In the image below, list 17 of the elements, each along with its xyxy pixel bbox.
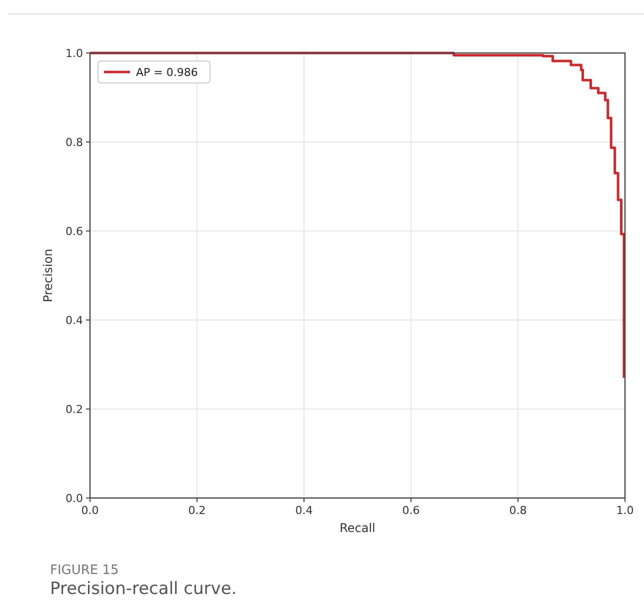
y-tick-label: 0.8 [66,136,83,149]
y-tick-label: 0.4 [66,314,83,327]
text: Precision-recall curve. [50,579,237,599]
y-tick-label: 1.0 [66,47,83,60]
x-tick-label: 0.4 [295,504,313,517]
x-axis-title: Recall [340,521,376,535]
y-axis-title: Precision [41,248,55,302]
x-tick-label: 0.0 [81,504,99,517]
legend-label: AP = 0.986 [136,66,198,79]
y-tick-label: 0.0 [66,492,83,505]
caption: FIGURE 15 [50,563,119,578]
y-tick-label: 0.2 [66,403,83,416]
y-tick-label: 0.6 [66,225,83,238]
x-tick-label: 0.8 [509,504,527,517]
x-tick-label: 0.2 [188,504,206,517]
x-tick-label: 0.6 [402,504,420,517]
x-tick-label: 1.0 [616,504,634,517]
